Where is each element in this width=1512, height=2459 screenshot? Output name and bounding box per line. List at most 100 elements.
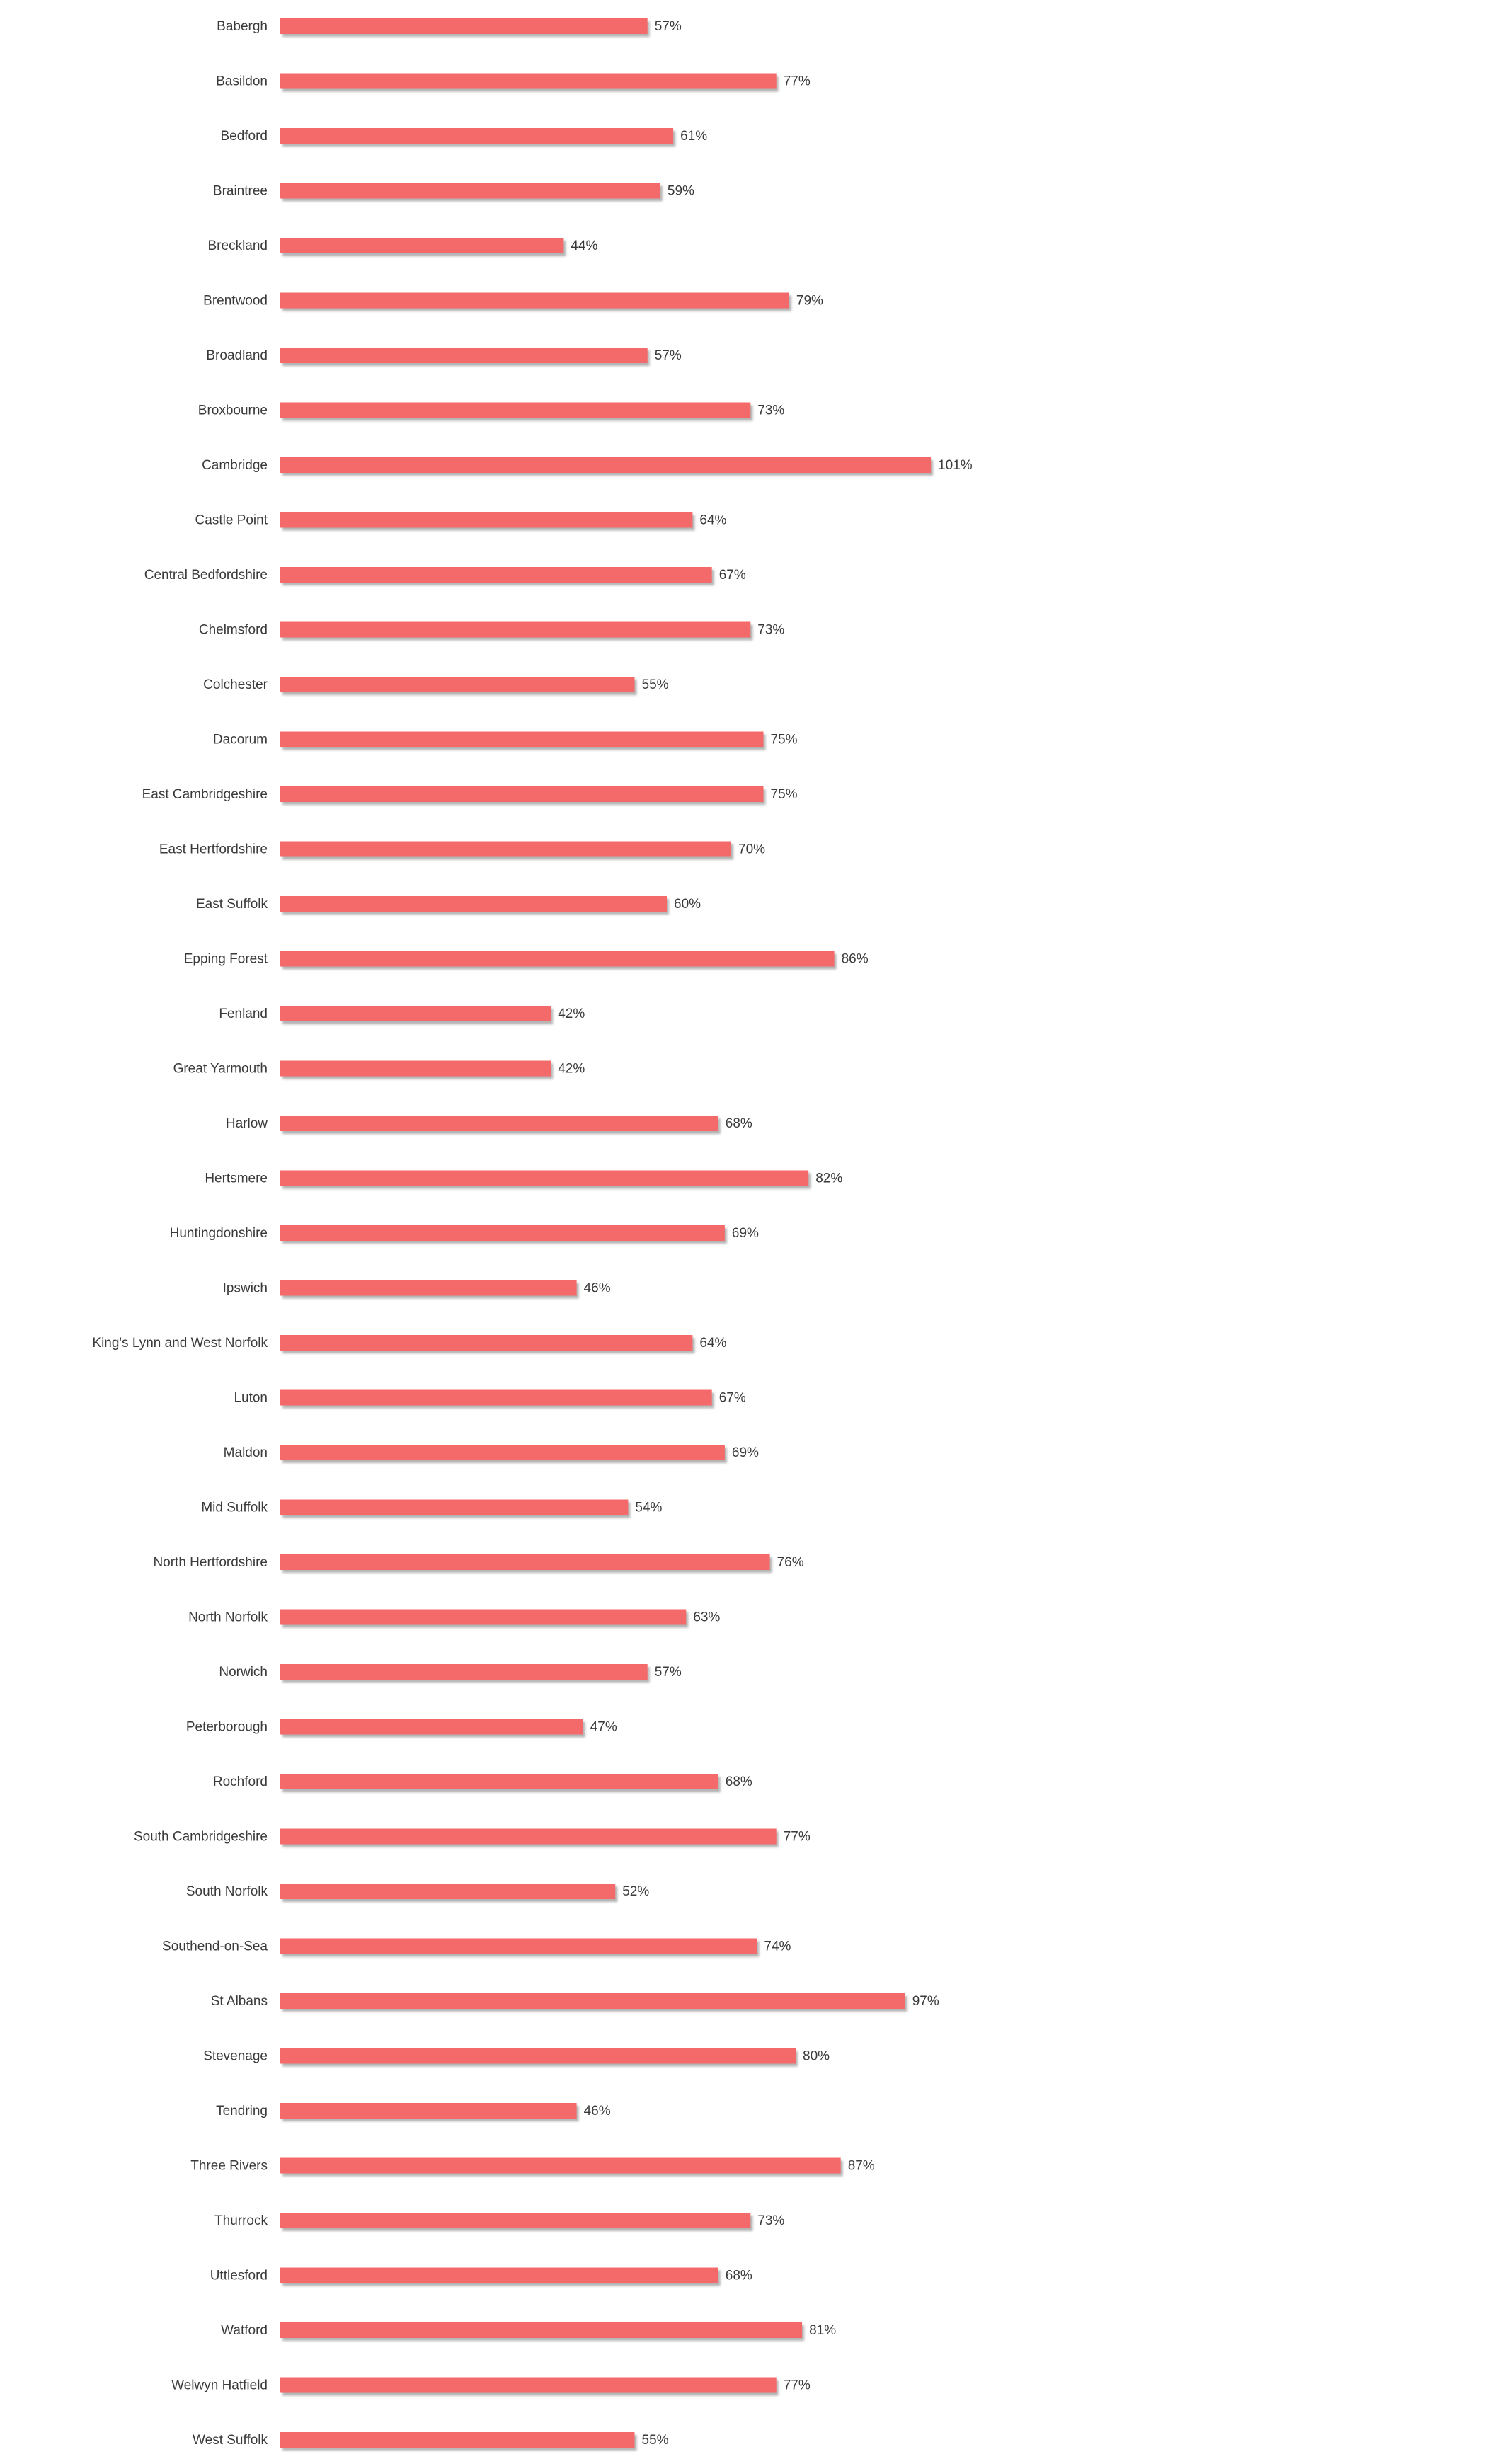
category-label: Castle Point — [195, 513, 268, 528]
category-label: Brentwood — [203, 294, 268, 309]
bar — [280, 1938, 757, 1954]
category-label: Tendring — [216, 2104, 268, 2119]
value-label: 73% — [757, 623, 784, 638]
bar — [280, 2432, 635, 2448]
category-label: Braintree — [213, 184, 268, 199]
value-label: 61% — [680, 129, 707, 144]
bar — [280, 1719, 583, 1735]
bar — [280, 1060, 551, 1077]
category-label: East Suffolk — [196, 897, 268, 912]
category-label: Chelmsford — [199, 623, 268, 638]
value-label: 77% — [784, 2378, 811, 2393]
bar — [280, 567, 712, 583]
category-label: Huntingdonshire — [170, 1226, 268, 1241]
value-label: 77% — [784, 74, 811, 89]
category-label: Breckland — [208, 239, 268, 253]
bar — [280, 951, 835, 967]
value-label: 69% — [732, 1445, 759, 1460]
category-label: Watford — [221, 2323, 268, 2338]
category-label: Basildon — [216, 74, 268, 89]
bar — [280, 2267, 718, 2283]
category-label: Rochford — [213, 1775, 268, 1789]
bar — [280, 2213, 751, 2228]
value-label: 79% — [796, 294, 823, 309]
bar — [280, 1884, 616, 1899]
category-label: North Norfolk — [188, 1610, 268, 1625]
value-label: 101% — [938, 458, 973, 473]
bar — [280, 2157, 841, 2174]
value-label: 57% — [655, 1665, 682, 1680]
category-label: Dacorum — [213, 733, 268, 747]
value-label: 75% — [771, 787, 798, 802]
category-label: South Norfolk — [186, 1884, 268, 1899]
value-label: 67% — [719, 1391, 746, 1406]
bar — [280, 1664, 648, 1680]
bar — [280, 1554, 770, 1570]
value-label: 54% — [635, 1501, 662, 1515]
value-label: 75% — [771, 733, 798, 747]
bar — [280, 896, 667, 912]
bar — [280, 73, 777, 89]
value-label: 81% — [809, 2323, 836, 2338]
value-label: 82% — [815, 1171, 842, 1186]
bar — [280, 457, 932, 473]
value-label: 47% — [590, 1720, 617, 1735]
category-label: Thurrock — [214, 2213, 268, 2228]
value-label: 67% — [719, 568, 746, 583]
bar — [280, 183, 660, 199]
category-label: Epping Forest — [184, 952, 268, 967]
category-label: Ipswich — [223, 1281, 268, 1296]
bar — [280, 841, 731, 857]
bar — [280, 677, 635, 692]
bar — [280, 1006, 551, 1021]
bar — [280, 2377, 777, 2393]
value-label: 87% — [848, 2159, 875, 2174]
value-label: 68% — [726, 1775, 752, 1789]
value-label: 44% — [571, 239, 597, 253]
value-label: 55% — [642, 677, 669, 692]
bar — [280, 1170, 809, 1186]
bar — [280, 2103, 577, 2119]
bar — [280, 348, 648, 363]
category-label: North Hertfordshire — [153, 1555, 268, 1570]
bar — [280, 1389, 712, 1406]
category-label: South Cambridgeshire — [134, 1830, 268, 1845]
bar — [280, 2322, 803, 2338]
category-label: Three Rivers — [190, 2159, 268, 2174]
value-label: 64% — [699, 513, 726, 528]
value-label: 70% — [738, 842, 765, 857]
value-label: 46% — [584, 2104, 611, 2119]
value-label: 52% — [622, 1884, 649, 1899]
category-label: Great Yarmouth — [173, 1062, 268, 1077]
category-label: Maldon — [224, 1445, 268, 1460]
category-label: Broadland — [206, 348, 268, 363]
bar — [280, 1280, 577, 1296]
category-label: East Hertfordshire — [159, 842, 268, 857]
bar — [280, 621, 751, 638]
value-label: 64% — [699, 1336, 726, 1351]
category-label: St Albans — [211, 1994, 268, 2009]
bar — [280, 402, 751, 418]
value-label: 97% — [912, 1994, 939, 2009]
category-label: Babergh — [217, 19, 268, 34]
bar — [280, 731, 764, 747]
category-label: Bedford — [220, 129, 268, 144]
bar — [280, 1116, 718, 1131]
value-label: 46% — [584, 1281, 611, 1296]
value-label: 63% — [693, 1610, 720, 1625]
value-label: 42% — [558, 1007, 585, 1021]
bar — [280, 1335, 693, 1351]
category-label: Mid Suffolk — [201, 1501, 268, 1515]
category-label: Welwyn Hatfield — [171, 2378, 268, 2393]
category-label: Broxbourne — [198, 403, 268, 418]
bar — [280, 1445, 725, 1460]
bar — [280, 1499, 629, 1515]
value-label: 73% — [757, 403, 784, 418]
bar — [280, 128, 674, 144]
value-label: 73% — [757, 2213, 784, 2228]
value-label: 59% — [668, 184, 694, 199]
value-label: 57% — [655, 19, 682, 34]
bar — [280, 238, 564, 253]
